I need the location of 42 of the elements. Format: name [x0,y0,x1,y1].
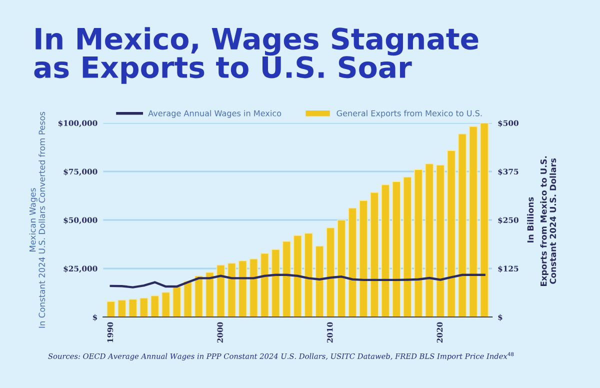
bar [425,163,434,317]
bar [403,176,412,317]
bar [315,246,324,317]
bar [227,262,236,317]
legend-label: Average Annual Wages in Mexico [148,110,282,118]
legend-label: General Exports from Mexico to U.S. [336,110,482,118]
bar [381,184,390,317]
line-series [110,274,486,288]
bar [139,298,148,317]
bar [348,208,357,317]
bar [337,220,346,317]
bar [249,258,258,317]
bar [260,252,270,317]
text: Exports from Mexico to U.S. Constant 2024 U.S. Dollars [540,156,556,286]
bar [106,301,116,317]
bar [326,227,335,317]
bar [282,240,291,317]
bar [205,272,214,317]
bar [414,169,423,317]
y2-axis-title: In Billions [527,197,534,242]
bar [436,164,445,317]
bar [216,264,226,317]
bar [304,232,313,317]
bar [446,150,456,317]
bar [194,275,204,317]
bar [128,298,138,317]
bar [172,286,182,317]
bar [480,122,489,317]
bar [458,133,467,317]
bar [238,260,248,317]
bar [271,249,280,317]
bar [293,235,302,317]
bar [370,192,379,317]
bar [359,200,368,317]
bar [183,280,192,317]
bar [161,292,170,317]
chart-title: In Mexico, Wages Stagnate as Exports to U.S. Soar [34,27,478,84]
bar [468,126,478,317]
bar [392,181,401,317]
bar [117,300,126,317]
y-axis-title: Mexican Wages In Constant 2024 U.S. Dollars Converted from Pesos [29,112,46,328]
bar [150,295,160,317]
